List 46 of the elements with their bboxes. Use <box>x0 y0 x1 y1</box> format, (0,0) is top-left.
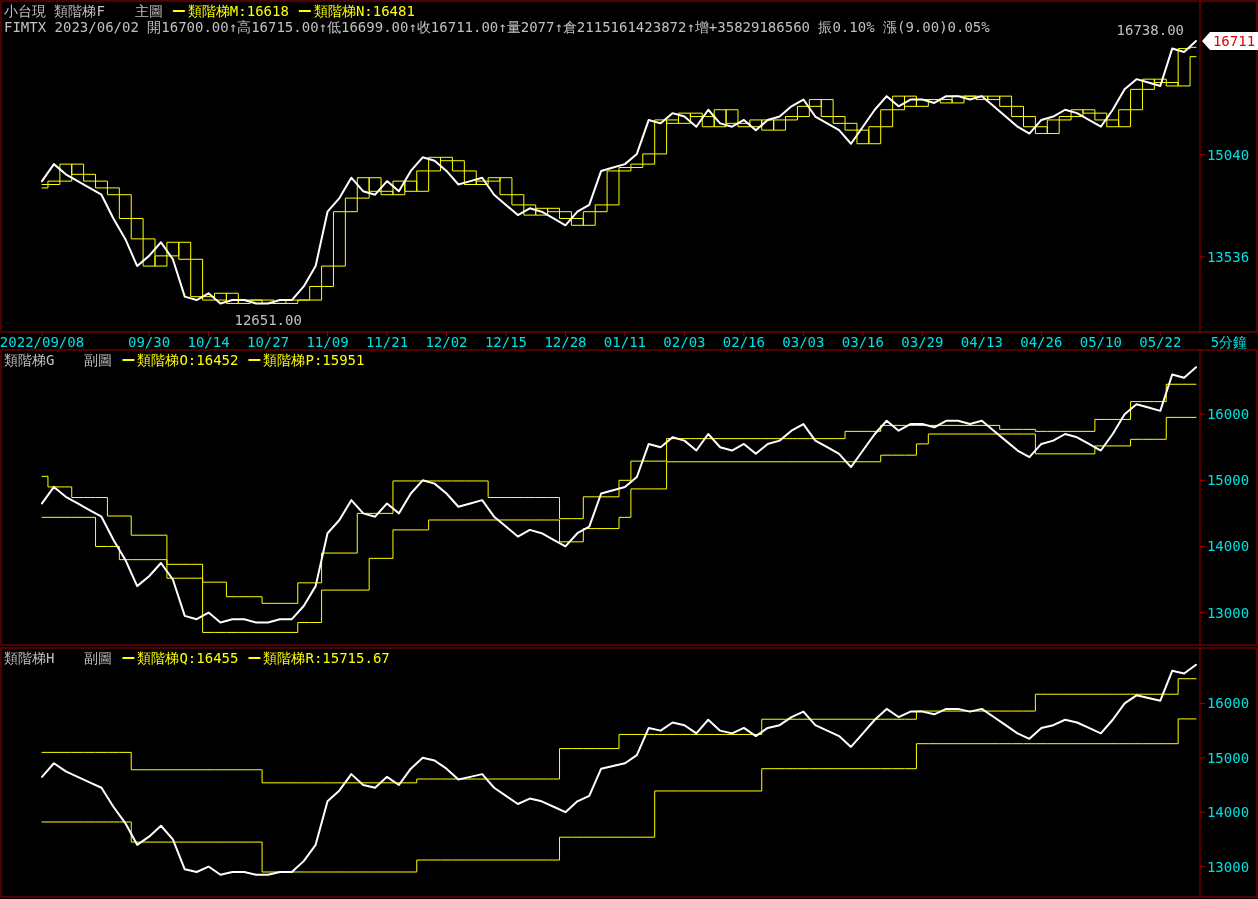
annotation: 主圖 <box>134 3 163 19</box>
x-tick-label: 12/15 <box>484 334 528 350</box>
x-tick-label: 03/16 <box>841 334 884 350</box>
x-tick-label: 11/21 <box>365 334 409 350</box>
y-tick-label: 13000 <box>1206 858 1250 875</box>
legend-label: 類階梯N:16481 <box>313 3 415 19</box>
x-tick-label: 03/29 <box>901 334 944 350</box>
chart-title: 小台現 類階梯F <box>4 3 105 19</box>
text: FIMTX 2023/06/02 開16700.00↑高16715.00↑低16699.00↑收16711.00↑量2077↑倉2115161423872↑增+35829186560 振0.10% 漲(9.00)0.05% <box>4 19 991 35</box>
x-tick-label: 04/13 <box>960 334 1003 350</box>
x-tick-label: 09/30 <box>127 334 171 350</box>
y-tick-label: 13000 <box>1206 604 1250 621</box>
x-tick-label: 12/02 <box>425 334 468 350</box>
x-tick-label: 02/03 <box>663 334 706 350</box>
y-tick-label: 15040 <box>1206 146 1250 163</box>
x-tick-label: 12/28 <box>544 334 587 350</box>
legend-label: 類階梯P:15951 <box>263 352 365 368</box>
chart-title: 類階梯G <box>4 352 55 368</box>
x-tick-label: 2022/09/08 <box>0 334 85 350</box>
x-tick-label: 05/10 <box>1079 334 1122 350</box>
annotation: 副圖 <box>84 352 113 368</box>
chart-title: 類階梯H <box>4 650 55 666</box>
x-tick-label: 11/09 <box>306 334 349 350</box>
y-tick-label: 14000 <box>1206 804 1250 821</box>
y-tick-label: 16000 <box>1206 695 1250 712</box>
x-tick-label: 10/14 <box>187 334 230 350</box>
y-tick-label: 14000 <box>1206 538 1250 555</box>
legend-label: 類階梯O:16452 <box>137 352 239 368</box>
annotation: 副圖 <box>84 650 113 666</box>
annotation: 12651.00 <box>234 312 302 329</box>
x-tick-label: 04/26 <box>1020 334 1063 350</box>
y-tick-label: 15000 <box>1206 472 1250 489</box>
x-tick-label: 01/11 <box>603 334 647 350</box>
legend-label: 類階梯R:15715.67 <box>263 650 390 666</box>
x-tick-label: 02/16 <box>722 334 765 350</box>
legend-label: 類階梯Q:16455 <box>137 650 239 666</box>
annotation: 16738.00 <box>1116 22 1184 39</box>
y-tick-label: 15000 <box>1206 749 1250 766</box>
x-tick-label: 10/27 <box>246 334 290 350</box>
y-tick-label: 16000 <box>1206 406 1250 423</box>
x-axis-title: 5分鐘 <box>1210 334 1248 350</box>
text: 16711 <box>1212 33 1256 50</box>
x-tick-label: 05/22 <box>1139 334 1182 350</box>
y-tick-label: 13536 <box>1206 248 1250 265</box>
x-tick-label: 03/03 <box>782 334 825 350</box>
legend-label: 類階梯M:16618 <box>187 3 289 19</box>
